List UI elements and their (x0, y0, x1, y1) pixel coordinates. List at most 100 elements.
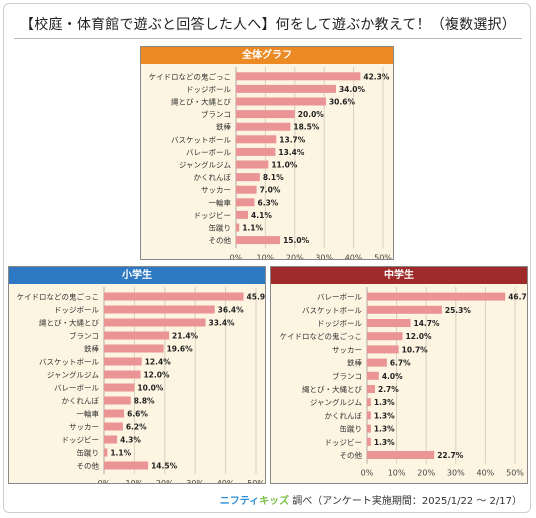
value-label: 6.2% (126, 423, 147, 432)
bar (104, 370, 141, 379)
value-label: 34.0% (339, 85, 366, 94)
x-tick-label: 10% (257, 253, 275, 259)
value-label: 15.0% (283, 236, 310, 245)
bar (104, 383, 135, 392)
category-label: ドッジビー (325, 438, 363, 447)
chart-panel-middle: 中学生 0% 10% 20% 30% 40% 50% バレーボール 46.7% バスケットボール… (270, 266, 528, 484)
value-label: 25.3% (445, 306, 472, 315)
value-label: 6.3% (258, 198, 279, 207)
value-label: 11.0% (271, 161, 298, 170)
bar (367, 411, 371, 420)
category-label: ケイドロなどの鬼ごっこ (149, 71, 231, 81)
value-label: 30.6% (329, 98, 356, 107)
value-label: 4.0% (382, 372, 403, 381)
value-label: 12.0% (406, 332, 433, 341)
bar (104, 331, 170, 340)
value-label: 6.7% (390, 359, 411, 368)
bar (104, 435, 118, 444)
category-label: かくれんぼ (325, 411, 363, 420)
category-label: ジャングルジム (179, 160, 231, 170)
value-label: 36.4% (218, 306, 245, 315)
bar (236, 110, 295, 119)
bar (236, 210, 249, 219)
x-tick-label: 10% (126, 479, 144, 483)
x-tick-label: 40% (217, 479, 235, 483)
bar (367, 332, 403, 341)
category-label: ブランコ (332, 371, 362, 381)
title-divider (14, 38, 522, 39)
bar (367, 437, 371, 446)
category-label: その他 (209, 235, 232, 245)
value-label: 2.7% (378, 385, 399, 394)
bar (104, 422, 123, 431)
bar (367, 371, 379, 380)
bar-chart-all: 0% 10% 20% 30% 40% 50% ケイドロなどの鬼ごっこ 42.3% ドッジボール 3… (149, 67, 392, 259)
category-label: かくれんぼ (194, 173, 232, 182)
bar (104, 292, 244, 301)
category-label: ブランコ (69, 331, 99, 341)
category-label: ケイドロなどの鬼ごっこ (17, 292, 99, 302)
category-label: バレーボール (54, 384, 99, 393)
category-label: ジャングルジム (310, 397, 362, 407)
brand-kids: キッズ (259, 496, 290, 507)
bar-chart-elementary: 0% 10% 20% 30% 40% 50% ケイドロなどの鬼ごっこ 45.9% ドッジボール 3… (17, 287, 265, 483)
bar (236, 84, 336, 93)
brand-nifty: ニフティ (219, 496, 260, 507)
panel-title-all: 全体グラフ (141, 47, 393, 64)
bar (236, 122, 291, 131)
category-label: 鉄棒 (84, 344, 99, 354)
value-label: 21.4% (172, 332, 199, 341)
x-tick-label: 30% (447, 469, 465, 478)
bar (367, 305, 442, 314)
value-label: 8.8% (134, 397, 155, 406)
bar (236, 185, 257, 194)
category-label: バスケットボール (171, 135, 231, 144)
chart-panel-elementary: 小学生 0% 10% 20% 30% 40% 50% ケイドロなどの鬼ごっこ 45.9% ドッジ… (8, 266, 266, 484)
bar (367, 358, 387, 367)
footer-credit: ニフティキッズ 調べ（アンケート実施期間：2025/1/22 ～ 2/17） (220, 492, 522, 507)
value-label: 6.6% (127, 410, 148, 419)
value-label: 18.5% (293, 123, 320, 132)
bar (104, 357, 142, 366)
bar (236, 147, 276, 156)
value-label: 22.7% (437, 451, 464, 460)
value-label: 12.4% (145, 358, 172, 367)
bar (367, 398, 371, 407)
page-title: 【校庭・体育館で遊ぶと回答した人へ】何をして遊ぶか教えて！（複数選択） (20, 17, 516, 33)
category-label: ドッジビー (62, 436, 100, 445)
x-tick-label: 10% (388, 469, 406, 478)
bar (236, 160, 269, 169)
category-label: ドッジボール (186, 85, 231, 94)
value-label: 46.7% (508, 293, 527, 302)
bar-chart-middle: 0% 10% 20% 30% 40% 50% バレーボール 46.7% バスケットボール 25.3… (280, 287, 527, 478)
survey-period: 調べ（アンケート実施期間：2025/1/22 ～ 2/17） (292, 496, 522, 507)
value-label: 12.0% (143, 371, 170, 380)
x-tick-label: 0% (98, 479, 111, 483)
category-label: ケイドロなどの鬼ごっこ (280, 331, 362, 341)
value-label: 33.4% (209, 319, 236, 328)
value-label: 10.0% (137, 384, 164, 393)
value-label: 1.3% (374, 438, 395, 447)
panel-title-elementary: 小学生 (9, 267, 265, 284)
category-label: バレーボール (186, 148, 231, 157)
category-label: 縄とび・大縄とび (302, 384, 362, 394)
category-label: 縄とび・大縄とび (39, 318, 99, 328)
category-label: ブランコ (201, 109, 231, 119)
value-label: 1.3% (374, 411, 395, 420)
value-label: 4.1% (251, 211, 272, 220)
category-label: かくれんぼ (62, 397, 100, 406)
x-tick-label: 50% (374, 253, 392, 259)
bar (236, 223, 240, 232)
value-label: 19.6% (167, 345, 194, 354)
x-tick-label: 20% (417, 469, 435, 478)
bar (236, 236, 281, 245)
value-label: 1.1% (110, 449, 131, 458)
category-label: 一輪車 (77, 409, 100, 419)
bar (367, 451, 435, 459)
bar (104, 344, 164, 353)
x-tick-label: 30% (315, 253, 333, 259)
x-tick-label: 0% (230, 253, 243, 259)
bar (367, 345, 399, 354)
value-label: 8.1% (263, 173, 284, 182)
bar (367, 292, 506, 301)
